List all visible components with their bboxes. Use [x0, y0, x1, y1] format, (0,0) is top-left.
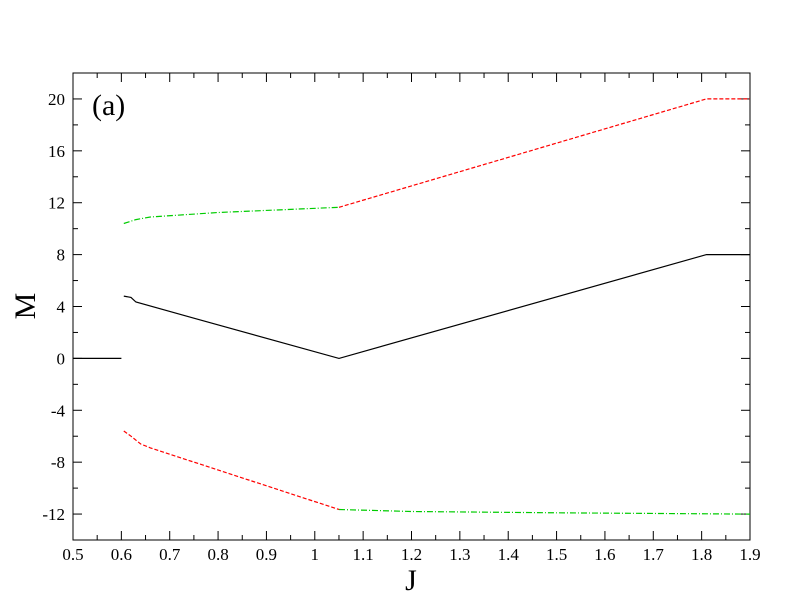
x-tick-label: 1.5: [546, 545, 567, 564]
x-tick-label: 0.9: [256, 545, 277, 564]
series-line-5: [123, 430, 340, 511]
x-tick-label: 1.6: [594, 545, 615, 564]
x-tick-label: 1.4: [498, 545, 520, 564]
x-tick-label: 0.5: [62, 545, 83, 564]
x-tick-label: 1.3: [449, 545, 470, 564]
x-tick-label: 0.8: [207, 545, 228, 564]
y-tick-labels: -12 -8 -4 0 4 8 12 16 20: [42, 90, 65, 524]
y-tick-label: 0: [57, 349, 66, 368]
x-tick-label: 0.7: [159, 545, 181, 564]
x-tick-labels: 0.5 0.6 0.7 0.8 0.9 1 1.1 1.2 1.3 1.4 1.5 1.6 1.7 1.8…: [62, 545, 760, 564]
series-line-3: [123, 206, 340, 225]
series-line-6: [338, 508, 751, 515]
x-tick-label: 1.8: [691, 545, 712, 564]
x-tick-label: 0.6: [111, 545, 132, 564]
y-tick-label: 16: [48, 142, 65, 161]
axis-ticks: [72, 72, 751, 541]
x-tick-label: 1.2: [401, 545, 422, 564]
y-axis-title: M: [9, 293, 42, 320]
x-tick-label: 1.1: [353, 545, 374, 564]
y-tick-label: 8: [57, 246, 66, 265]
x-tick-label: 1: [311, 545, 320, 564]
y-tick-label: -12: [42, 505, 65, 524]
x-tick-label: 1.9: [739, 545, 760, 564]
y-tick-label: -4: [51, 401, 66, 420]
x-tick-label: 1.7: [643, 545, 665, 564]
y-tick-label: 12: [48, 194, 65, 213]
y-tick-label: 4: [57, 298, 66, 317]
series-line-4: [338, 98, 750, 208]
y-tick-label: 20: [48, 90, 65, 109]
x-axis-title: J: [405, 564, 417, 597]
plot-frame: [72, 72, 751, 541]
series-line-2: [123, 254, 750, 360]
y-tick-label: -8: [51, 453, 65, 472]
series-layer: [73, 98, 751, 515]
panel-label: (a): [92, 89, 125, 122]
